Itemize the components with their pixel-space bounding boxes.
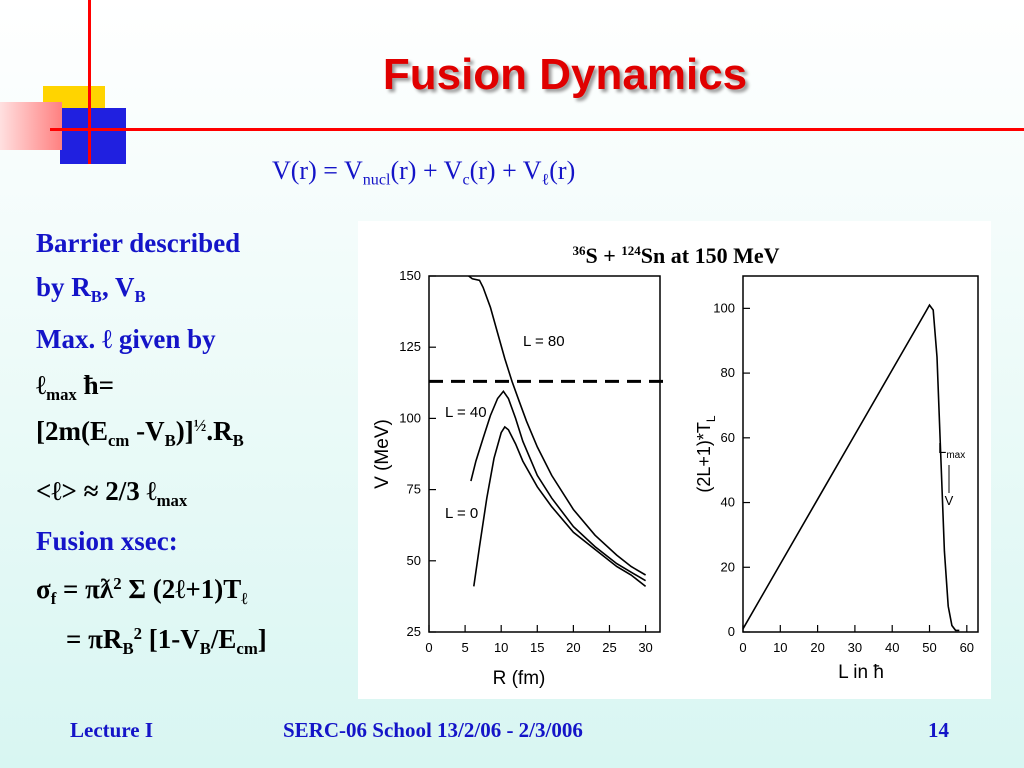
left-series-label-0: L = 0 — [445, 505, 478, 522]
footer-school: SERC-06 School 13/2/06 - 2/3/006 — [283, 718, 583, 742]
right-plot-frame — [742, 275, 979, 633]
right-x-tick-label: 50 — [922, 640, 936, 655]
bullet-fusion-xsec: Fusion xsec: — [36, 526, 178, 556]
left-y-axis-label: V (MeV) — [372, 419, 393, 489]
right-y-tick-label: 100 — [713, 300, 735, 315]
left-x-tick-label: 0 — [425, 640, 432, 655]
right-y-tick-label: 40 — [721, 495, 735, 510]
left-x-tick-label: 20 — [566, 640, 580, 655]
right-x-tick-label: 0 — [739, 640, 746, 655]
lmax-arrow-head: V — [945, 493, 954, 508]
right-series-line-0 — [742, 303, 960, 632]
left-y-tick-label: 125 — [399, 339, 421, 354]
left-y-tick-label: 75 — [407, 482, 421, 497]
right-y-tick-label: 80 — [721, 365, 735, 380]
left-y-tick-label: 50 — [407, 553, 421, 568]
footer-lecture: Lecture I — [70, 718, 154, 742]
figure-svg: 36S + 124Sn at 150 MeV 0 5 10 15 20 25 30 25 50 7… — [372, 243, 979, 689]
left-series-line-0 — [473, 425, 647, 588]
bullet-max-l-formula: [2m(Ecm -VB)]½.RB — [36, 416, 244, 451]
left-x-axis-label: R (fm) — [493, 668, 546, 689]
bullet-max-l-line2: ℓmax ħ= — [36, 370, 114, 404]
right-x-tick-label: 20 — [810, 640, 824, 655]
bullet-barrier-line2: by RB, VB — [36, 272, 146, 306]
left-panel: 0 5 10 15 20 25 30 25 50 75 100 125 150 L = 0 L = 40 L… — [372, 268, 664, 689]
left-y-tick-label: 100 — [399, 410, 421, 425]
footer-page-number: 14 — [928, 718, 949, 742]
bullet-barrier-line1: Barrier described — [36, 228, 241, 258]
right-x-tick-label: 10 — [773, 640, 787, 655]
slide-title: Fusion Dynamics — [382, 50, 748, 99]
deco-red-vertical-line — [88, 0, 91, 164]
bullet-max-l-line1: Max. ℓ given by — [36, 324, 216, 354]
left-x-tick-label: 10 — [494, 640, 508, 655]
right-y-tick-label: 60 — [721, 430, 735, 445]
left-plot-frame — [428, 275, 661, 633]
left-series-label-1: L = 40 — [445, 404, 487, 421]
left-x-tick-label: 5 — [461, 640, 468, 655]
bullet-sigma-formula: σf = πƛ2 Σ (2ℓ+1)Tℓ — [36, 574, 248, 609]
deco-red-horizontal-line — [50, 128, 1024, 131]
lmax-annotation: Lmax — [938, 440, 965, 461]
left-x-tick-label: 30 — [638, 640, 652, 655]
deco-pink-square — [0, 102, 62, 150]
left-series-line-1 — [470, 389, 647, 582]
right-y-axis-label: (2L+1)*TL — [694, 415, 718, 493]
left-y-tick-label: 25 — [407, 624, 421, 639]
left-x-tick-label: 25 — [602, 640, 616, 655]
right-y-tick-label: 0 — [728, 624, 735, 639]
left-y-tick-label: 150 — [399, 268, 421, 283]
right-y-tick-label: 20 — [721, 559, 735, 574]
left-series-line-2 — [468, 275, 647, 576]
right-x-tick-label: 60 — [960, 640, 974, 655]
bullet-average-l: <ℓ> ≈ 2/3 ℓmax — [36, 476, 188, 510]
potential-formula: V(r) = Vnucl(r) + Vc(r) + Vℓ(r) — [272, 156, 576, 189]
potential-figure: 36S + 124Sn at 150 MeV 0 5 10 15 20 25 30 25 50 7… — [358, 221, 991, 699]
right-x-axis-label: L in ħ — [838, 662, 884, 683]
figure-title: 36S + 124Sn at 150 MeV — [573, 243, 780, 268]
bullet-sigma-formula-2: = πRB2 [1-VB/Ecm] — [66, 624, 267, 659]
right-panel: 0 10 20 30 40 50 60 0 20 40 60 80 100 L in ħ (2L+1)*… — [694, 275, 979, 683]
left-series-label-2: L = 80 — [523, 333, 565, 350]
left-x-tick-label: 15 — [530, 640, 544, 655]
deco-blue-square — [60, 108, 126, 164]
right-x-tick-label: 30 — [848, 640, 862, 655]
right-x-tick-label: 40 — [885, 640, 899, 655]
